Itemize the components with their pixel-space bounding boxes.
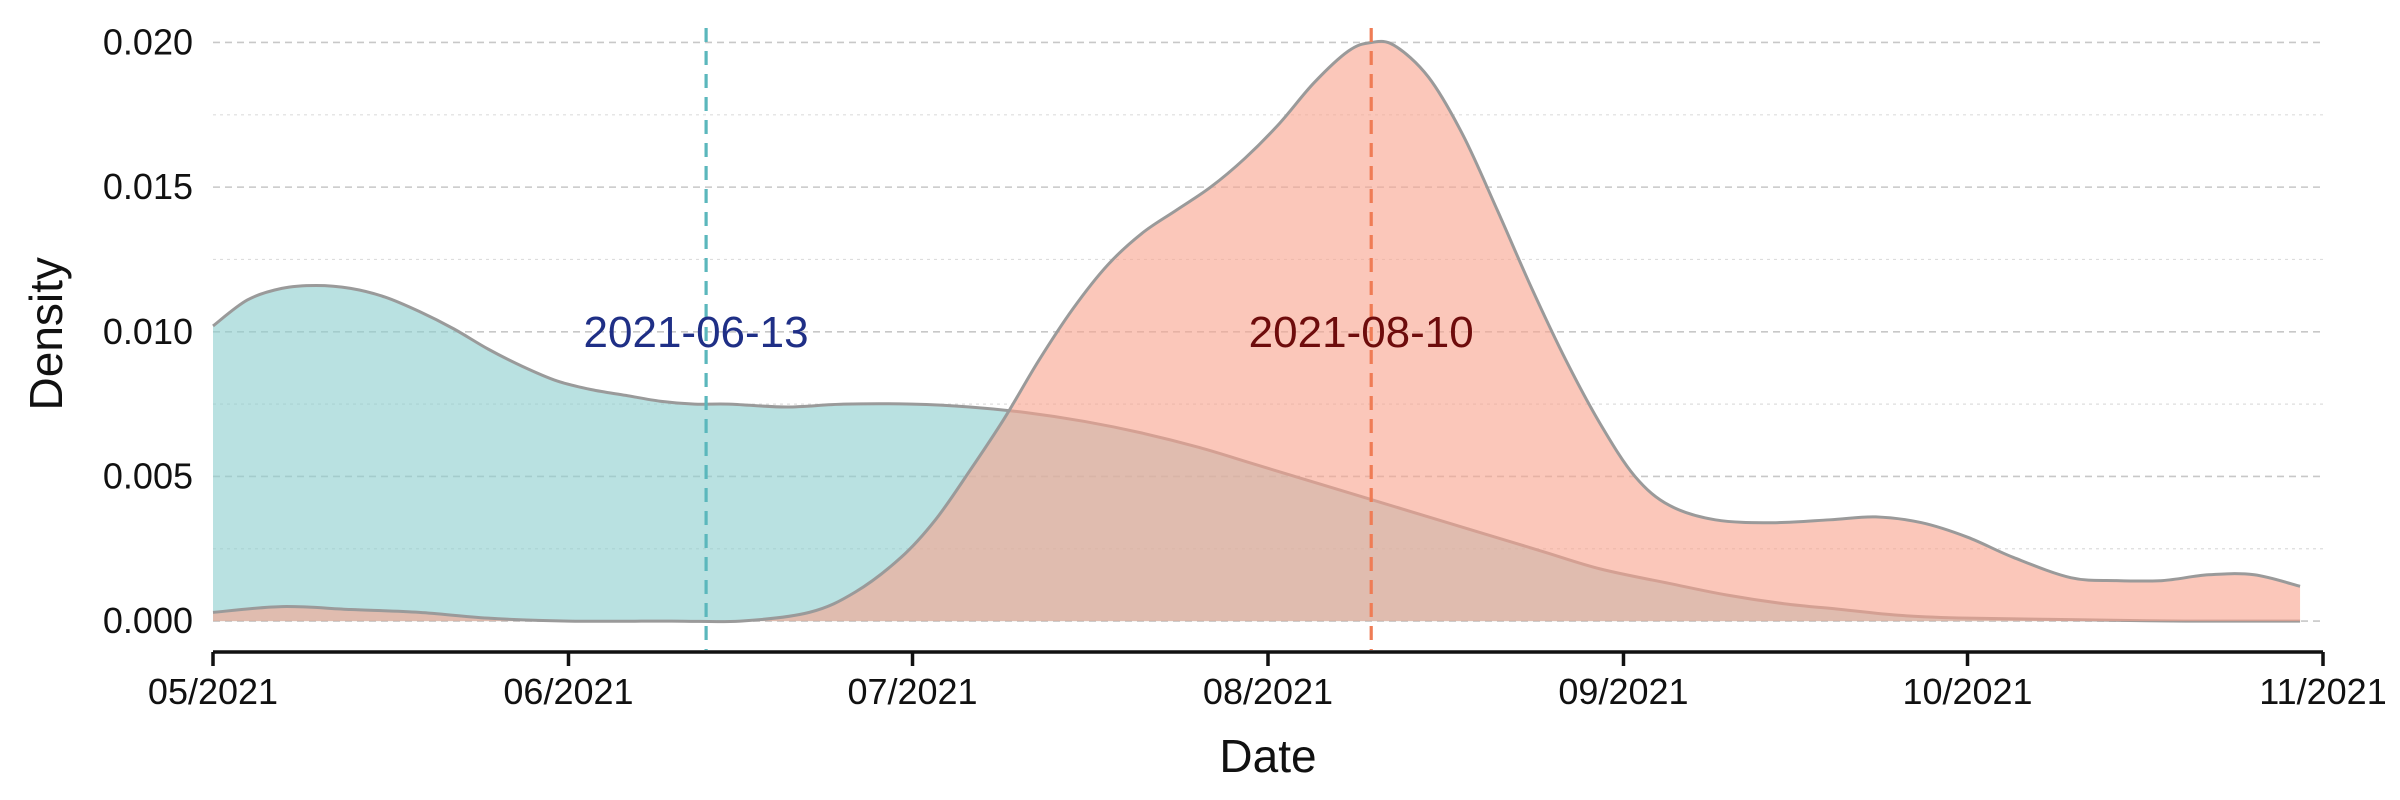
density-curve-1: [212, 39, 2301, 624]
y-tick-label: 0.000: [103, 600, 193, 641]
density-series: [212, 39, 2301, 624]
y-tick-label: 0.010: [103, 311, 193, 352]
y-axis-title: Density: [20, 257, 72, 410]
x-tick-label: 10/2021: [1902, 671, 2032, 712]
y-tick-label: 0.015: [103, 166, 193, 207]
x-tick-label: 08/2021: [1203, 671, 1333, 712]
y-tick-label: 0.005: [103, 455, 193, 496]
median-label-0: 2021-06-13: [584, 308, 809, 357]
x-tick-label: 11/2021: [2259, 671, 2386, 712]
x-tick-label: 06/2021: [503, 671, 633, 712]
x-axis-title: Date: [1219, 730, 1316, 782]
axes: 0.000 0.005 0.010 0.015 0.020 05/2021 06/2021 0…: [103, 21, 2387, 712]
x-tick-label: 05/2021: [148, 671, 278, 712]
density-area-1: [213, 41, 2301, 622]
median-label-1: 2021-08-10: [1249, 308, 1474, 357]
median-lines: 2021-06-13 2021-08-10: [584, 28, 1474, 650]
y-tick-label: 0.020: [103, 21, 193, 62]
x-tick-label: 07/2021: [847, 671, 977, 712]
x-tick-label: 09/2021: [1558, 671, 1688, 712]
density-area-0: [213, 285, 2301, 622]
